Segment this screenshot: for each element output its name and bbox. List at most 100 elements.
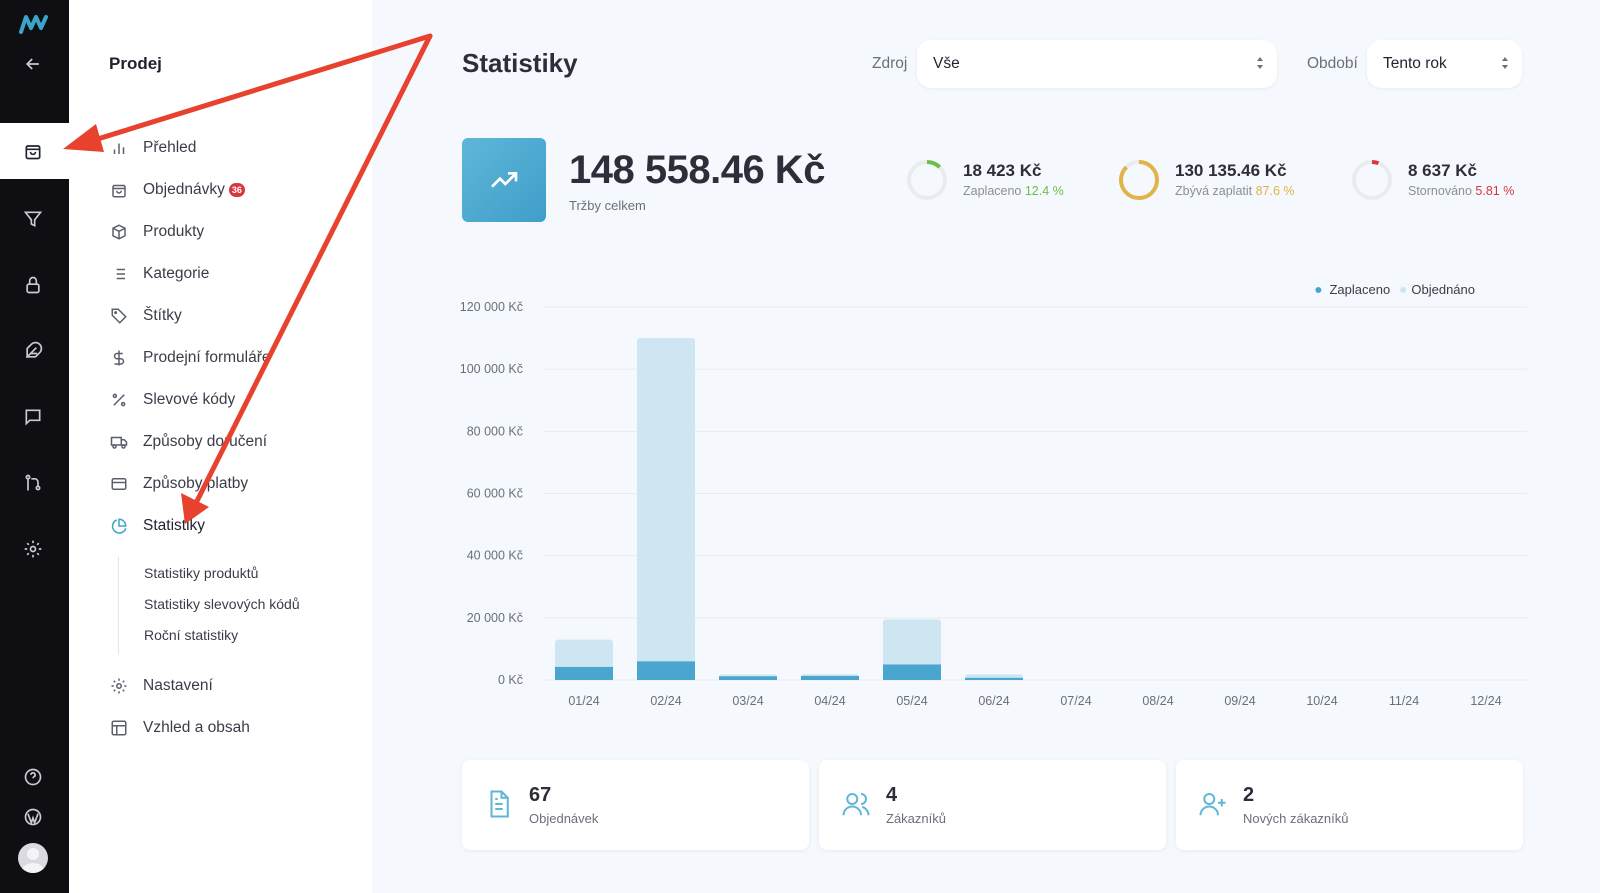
bar-zaplaceno	[719, 676, 777, 680]
lock-icon[interactable]	[21, 273, 45, 297]
sidebar-item-vzhled-a-obsah[interactable]: Vzhled a obsah	[109, 715, 250, 741]
box-icon	[109, 222, 129, 242]
remaining-label: Zbývá zaplatit 87.6 %	[1175, 184, 1295, 198]
submenu-divider	[118, 557, 119, 655]
x-tick-label: 05/24	[896, 694, 927, 708]
cancelled-pct: 5.81 %	[1475, 184, 1515, 198]
subitem-rocni-statistiky[interactable]: Roční statistiky	[144, 627, 239, 643]
sidebar-title: Prodej	[109, 54, 162, 73]
git-merge-icon[interactable]	[21, 471, 45, 495]
dollar-icon	[109, 348, 129, 368]
list-icon	[109, 264, 129, 284]
sidebar-item-prehled[interactable]: Přehled	[109, 135, 196, 161]
new-customers-count-label: Nových zákazníků	[1243, 811, 1349, 826]
back-icon[interactable]	[21, 52, 45, 76]
users-icon	[842, 793, 870, 816]
orders-card: 67 Objednávek	[462, 760, 809, 850]
subitem-statistiky-slevovych-kodu[interactable]: Statistiky slevových kódů	[144, 596, 300, 612]
customers-card: 4 Zákazníků	[819, 760, 1166, 850]
settings-icon[interactable]	[21, 537, 45, 561]
customers-count-label: Zákazníků	[886, 811, 946, 826]
page-title: Statistiky	[462, 48, 578, 78]
bar-objednano	[637, 338, 695, 680]
customers-count: 4	[886, 784, 898, 806]
legend-label: Objednáno	[1411, 282, 1475, 297]
wordpress-icon[interactable]	[21, 805, 45, 829]
period-label: Období	[1307, 55, 1358, 72]
sidebar-item-objednavky[interactable]: Objednávky 36	[109, 177, 245, 203]
rail-item-shop[interactable]	[0, 123, 69, 179]
user-plus-icon	[1199, 793, 1226, 816]
bag-icon	[109, 180, 129, 200]
new-customers-count: 2	[1243, 784, 1255, 806]
icon-rail	[0, 0, 69, 893]
bar-zaplaceno	[883, 664, 941, 680]
new-customers-card: 2 Nových zákazníků	[1176, 760, 1523, 850]
x-tick-label: 03/24	[732, 694, 763, 708]
logo-icon[interactable]	[18, 12, 52, 36]
y-tick-label: 100 000 Kč	[460, 362, 523, 376]
trending-up-icon	[462, 138, 546, 222]
paid-value: 18 423 Kč	[963, 161, 1042, 180]
period-select[interactable]: Tento rok	[1367, 40, 1522, 88]
select-caret-icon	[1257, 57, 1263, 69]
sidebar-item-kategorie[interactable]: Kategorie	[109, 261, 209, 287]
sidebar-item-zpusoby-doruceni[interactable]: Způsoby doručení	[109, 429, 267, 455]
gear-icon	[109, 676, 129, 696]
x-tick-label: 01/24	[568, 694, 599, 708]
remaining-value: 130 135.46 Kč	[1175, 161, 1287, 180]
chat-icon[interactable]	[21, 405, 45, 429]
legend-label: Zaplaceno	[1329, 282, 1390, 297]
x-tick-label: 10/24	[1306, 694, 1337, 708]
x-tick-label: 04/24	[814, 694, 845, 708]
layout-icon	[109, 718, 129, 738]
bar-zaplaceno	[965, 677, 1023, 680]
pie-chart-icon	[109, 516, 129, 536]
feather-icon[interactable]	[21, 339, 45, 363]
filter-icon[interactable]	[21, 207, 45, 231]
sidebar-item-nastaveni[interactable]: Nastavení	[109, 673, 213, 699]
total-revenue-label: Tržby celkem	[569, 198, 646, 213]
source-select-value: Vše	[933, 55, 960, 72]
source-select[interactable]: Vše	[917, 40, 1277, 88]
bar-chart-icon	[109, 138, 129, 158]
subitem-statistiky-produktu[interactable]: Statistiky produktů	[144, 565, 259, 581]
sidebar-item-label: Objednávky	[143, 181, 225, 198]
x-tick-label: 02/24	[650, 694, 681, 708]
sidebar-item-label: Štítky	[143, 307, 182, 324]
cancelled-value: 8 637 Kč	[1408, 161, 1477, 180]
x-tick-label: 06/24	[978, 694, 1009, 708]
help-icon[interactable]	[21, 765, 45, 789]
y-tick-label: 120 000 Kč	[460, 300, 523, 314]
sidebar-item-label: Vzhled a obsah	[143, 719, 250, 736]
remaining-pct: 87.6 %	[1255, 184, 1295, 198]
sidebar-item-label: Produkty	[143, 223, 205, 240]
x-tick-label: 11/24	[1389, 694, 1419, 708]
percent-icon	[109, 390, 129, 410]
sidebar-item-zpusoby-platby[interactable]: Způsoby platby	[109, 471, 248, 497]
orders-count-label: Objednávek	[529, 811, 599, 826]
bar-zaplaceno	[801, 675, 859, 680]
sidebar-item-label: Způsoby platby	[143, 475, 249, 492]
source-label: Zdroj	[872, 55, 908, 72]
y-tick-label: 40 000 Kč	[467, 549, 523, 563]
orders-count: 67	[529, 784, 552, 806]
sidebar-item-slevove-kody[interactable]: Slevové kódy	[109, 387, 235, 413]
tag-icon	[109, 306, 129, 326]
sidebar-item-stitky[interactable]: Štítky	[109, 303, 182, 329]
total-revenue-value: 148 558.46 Kč	[569, 148, 825, 192]
period-select-value: Tento rok	[1383, 55, 1447, 72]
sidebar-item-produkty[interactable]: Produkty	[109, 219, 204, 245]
sidebar-item-statistiky[interactable]: Statistiky	[109, 513, 205, 539]
sidebar-item-label: Nastavení	[143, 677, 213, 694]
paid-ring	[907, 160, 947, 200]
sidebar: Prodej Přehled Objednávky 36 Produkty Ka…	[69, 0, 372, 893]
sidebar-item-prodejni-formulare[interactable]: Prodejní formuláře	[109, 345, 271, 371]
shopping-bag-icon	[21, 139, 45, 163]
truck-icon	[109, 432, 129, 452]
revenue-bar-chart: 0 Kč 20 000 Kč 40 000 Kč 60 000 Kč 80 000 Kč…	[460, 282, 1527, 708]
remaining-ring	[1119, 160, 1159, 200]
sidebar-item-label: Slevové kódy	[143, 391, 236, 408]
cancelled-label: Stornováno 5.81 %	[1408, 184, 1515, 198]
avatar[interactable]	[18, 843, 48, 873]
